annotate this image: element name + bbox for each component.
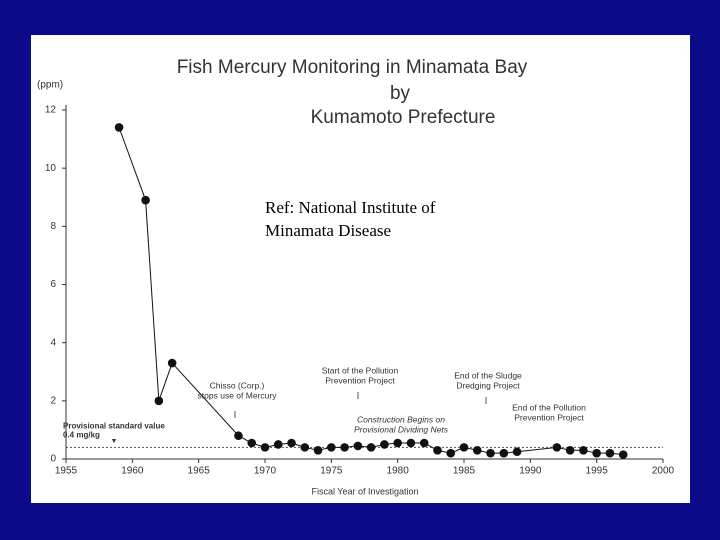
reference-arrow: ▼ [111, 438, 118, 445]
x-tick-label: 1985 [453, 466, 476, 477]
x-tick-label: 1960 [121, 466, 144, 477]
annotation: Construction Begins on [357, 414, 445, 424]
annotation: Prevention Project [514, 412, 584, 422]
annotation: Start of the Pollution [322, 365, 399, 375]
x-axis-label: Fiscal Year of Investigation [311, 486, 418, 496]
reference-label: 0.4 mg/kg [63, 430, 100, 439]
annotation: Prevention Project [325, 375, 395, 385]
data-point [406, 438, 416, 448]
chart-title: Fish Mercury Monitoring in Minamata Bay [177, 57, 528, 78]
data-point [247, 438, 257, 448]
data-point [419, 438, 429, 448]
data-point [499, 448, 509, 458]
chart-title: by [390, 83, 411, 104]
x-tick-label: 2000 [652, 466, 675, 477]
data-point [605, 448, 615, 458]
y-axis-label: (ppm) [37, 80, 63, 91]
x-tick-label: 1965 [188, 466, 211, 477]
y-tick-label: 2 [50, 395, 56, 406]
data-point [459, 443, 469, 452]
x-tick-label: 1975 [320, 466, 343, 477]
data-point [393, 438, 402, 448]
data-point [380, 440, 389, 449]
panel [31, 35, 690, 503]
data-point [141, 195, 150, 205]
data-point [154, 396, 164, 406]
data-point [433, 445, 442, 455]
data-point [234, 431, 243, 441]
x-tick-label: 1995 [586, 466, 609, 477]
data-point [114, 123, 124, 132]
data-point [446, 448, 456, 458]
data-point [579, 445, 588, 455]
data-point [300, 443, 310, 452]
y-tick-label: 0 [50, 454, 56, 465]
y-tick-label: 12 [45, 105, 57, 116]
data-point [552, 443, 562, 452]
annotation: Provisional Dividing Nets [354, 424, 449, 434]
y-tick-label: 4 [50, 337, 56, 348]
x-tick-label: 1955 [55, 466, 78, 477]
annotation: stops use of Mercury [198, 390, 278, 400]
reference-label: Provisional standard value [63, 421, 165, 430]
data-point [353, 441, 363, 451]
data-point [327, 443, 336, 452]
data-point [472, 445, 482, 455]
reference: Ref: National Institute of [265, 198, 436, 217]
data-point [273, 440, 283, 449]
data-point [486, 448, 495, 458]
x-tick-label: 1970 [254, 466, 277, 477]
data-point [512, 447, 522, 457]
y-tick-label: 6 [50, 279, 56, 290]
annotation: End of the Sludge [454, 370, 522, 380]
data-point [167, 358, 177, 368]
data-point [260, 443, 270, 452]
x-tick-label: 1990 [519, 466, 542, 477]
x-tick-label: 1980 [387, 466, 410, 477]
chart-title: Kumamoto Prefecture [311, 107, 496, 128]
data-point [592, 448, 601, 458]
y-tick-label: 10 [45, 163, 57, 174]
reference: Minamata Disease [265, 221, 391, 240]
data-point [340, 443, 349, 452]
data-point [565, 445, 575, 455]
data-point [366, 443, 376, 452]
data-point [618, 450, 628, 459]
y-tick-label: 8 [50, 221, 56, 232]
annotation: Dredging Project [456, 380, 520, 390]
data-point [313, 445, 323, 455]
annotation: Chisso (Corp.) [210, 380, 265, 390]
annotation: End of the Pollution [512, 402, 586, 412]
data-point [287, 438, 296, 448]
